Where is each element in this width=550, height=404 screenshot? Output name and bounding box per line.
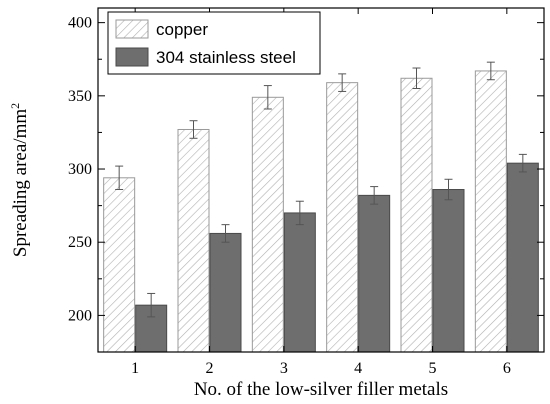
x-tick-label-6: 6 <box>503 360 511 377</box>
legend-swatch-copper <box>115 19 149 39</box>
bar-series-1-cat-4 <box>326 82 359 353</box>
error-bar-series-2-cat-1 <box>147 292 156 318</box>
y-tick-label-350: 350 <box>68 88 92 105</box>
x-tick-label-4: 4 <box>354 360 362 377</box>
bars-layer <box>103 70 539 353</box>
error-bar-series-2-cat-4 <box>370 186 379 205</box>
error-bar-series-2-cat-6 <box>518 153 527 173</box>
error-bar-series-1-cat-4 <box>338 73 347 92</box>
error-bar-series-1-cat-5 <box>412 67 421 90</box>
bar-series-2-cat-5 <box>432 189 465 353</box>
error-bar-series-2-cat-3 <box>295 200 304 226</box>
legend-label-stainless-steel: 304 stainless steel <box>156 48 296 67</box>
y-axis-label-base: Spreading area/mm <box>10 109 31 257</box>
axis-ticks-layer: 200 250 300 350 400 1 2 3 4 5 6 <box>68 8 544 377</box>
legend-swatch-stainless-steel <box>115 47 149 67</box>
y-tick-label-250: 250 <box>68 234 92 251</box>
y-tick-label-300: 300 <box>68 161 92 178</box>
x-tick-label-3: 3 <box>280 360 288 377</box>
bar-series-1-cat-3 <box>251 96 284 353</box>
y-tick-label-400: 400 <box>68 15 92 32</box>
x-tick-label-2: 2 <box>206 360 214 377</box>
y-axis-label-superscript: 2 <box>8 103 22 109</box>
y-tick-label-200: 200 <box>68 307 92 324</box>
error-bars-layer <box>115 61 527 318</box>
bar-series-2-cat-2 <box>209 232 242 353</box>
error-bar-series-2-cat-2 <box>221 224 230 243</box>
legend-label-copper: copper <box>156 20 208 39</box>
legend: copper 304 stainless steel <box>107 11 321 75</box>
error-bar-series-1-cat-2 <box>189 120 198 139</box>
x-tick-label-1: 1 <box>131 360 139 377</box>
bar-series-2-cat-4 <box>358 194 391 353</box>
error-bar-series-1-cat-6 <box>486 61 495 81</box>
bar-series-1-cat-6 <box>474 70 507 353</box>
bar-series-1-cat-5 <box>400 77 433 353</box>
bar-series-1-cat-1 <box>103 177 136 353</box>
bar-series-1-cat-2 <box>177 128 210 353</box>
bar-series-2-cat-6 <box>506 162 539 353</box>
y-axis-label: Spreading area/mm2 <box>8 103 31 257</box>
plot-area-frame <box>97 7 545 353</box>
error-bar-series-1-cat-3 <box>263 85 272 110</box>
x-tick-label-5: 5 <box>429 360 437 377</box>
bar-series-2-cat-3 <box>283 212 316 353</box>
error-bar-series-2-cat-5 <box>444 178 453 201</box>
error-bar-series-1-cat-1 <box>115 165 124 191</box>
x-axis-label: No. of the low-silver filler metals <box>194 379 448 400</box>
